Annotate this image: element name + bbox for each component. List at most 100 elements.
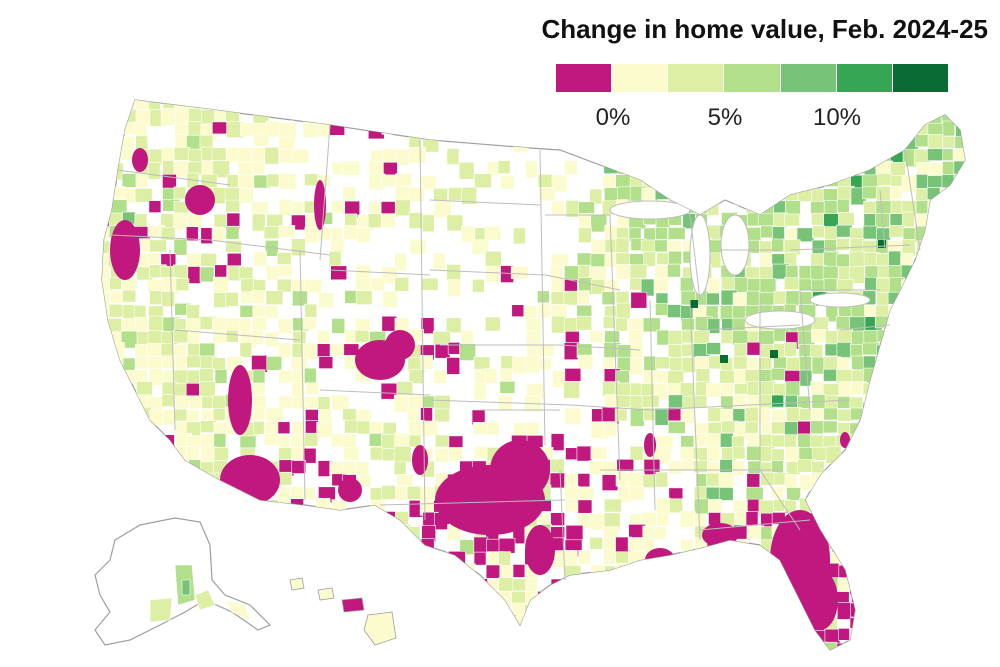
county [102,149,110,162]
county [342,537,360,555]
county [575,135,591,151]
county [420,277,439,291]
county [627,537,644,551]
county [396,654,409,666]
county [213,276,229,295]
county [927,148,944,161]
county [394,432,410,449]
county [394,643,408,650]
county [875,550,893,569]
county [147,356,163,370]
county [291,100,310,111]
county [407,575,424,593]
county [447,628,465,643]
county [706,628,724,646]
county [199,266,215,283]
county [851,564,864,581]
county [875,617,891,635]
county [864,513,882,529]
county [967,316,979,333]
county [225,199,240,213]
county [382,290,398,308]
county [926,290,940,307]
county [188,616,205,631]
county [601,474,619,491]
county [121,109,138,124]
county [940,550,955,564]
county [850,461,865,477]
county [102,537,109,554]
county [654,160,673,179]
county [550,512,565,526]
county [591,643,607,650]
county [695,368,711,384]
county [331,499,347,516]
county [251,406,266,421]
county [589,146,604,160]
great-lake [744,310,816,330]
county [836,642,855,650]
county [616,149,630,167]
county [578,656,595,667]
county [135,474,149,488]
county [902,393,919,409]
county [643,251,656,267]
county [370,277,385,292]
county [473,536,489,555]
county [863,121,880,137]
county [237,147,252,166]
county [161,627,179,642]
county [186,355,202,369]
county [590,512,606,531]
county [941,109,956,123]
county [251,161,265,175]
county [718,472,735,488]
county [941,603,956,621]
county [331,318,346,334]
county [239,188,254,204]
county [798,147,813,166]
county [330,265,348,281]
county [408,589,423,605]
county [928,383,945,398]
county [291,563,307,577]
county [212,160,230,178]
county [173,486,190,502]
county [679,510,696,528]
county [175,278,190,291]
county [681,175,694,189]
county [108,120,123,134]
county [499,656,516,667]
county [108,445,125,459]
county [851,121,868,138]
county [733,551,752,569]
county [484,225,502,241]
county [694,100,709,114]
county [499,381,516,394]
county [669,498,683,514]
county [914,614,928,630]
county [966,618,982,635]
county [916,408,932,425]
county [656,615,675,631]
county [486,421,500,436]
county [214,369,228,384]
county [836,134,855,149]
county [954,577,965,591]
county [537,303,551,319]
county [876,434,891,447]
county [252,588,268,603]
county [914,356,933,375]
county [747,100,764,113]
county [952,330,965,343]
county [863,591,879,604]
county [694,562,710,577]
county [968,241,981,253]
county [823,160,838,174]
county [486,617,504,634]
county [511,304,525,318]
county [332,656,346,667]
county [564,407,582,425]
county [875,121,894,140]
county [278,100,294,112]
